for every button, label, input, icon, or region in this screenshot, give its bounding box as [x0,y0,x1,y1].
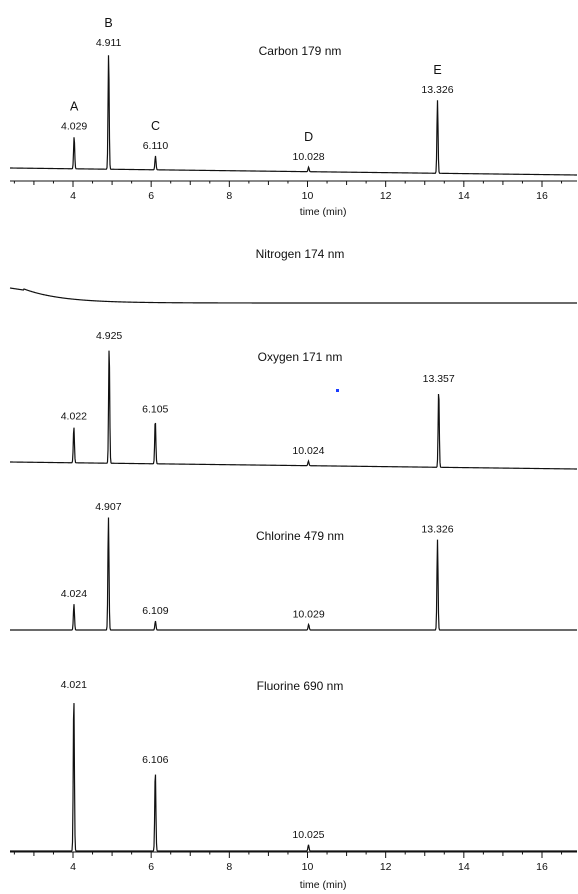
panel-title: Fluorine 690 nm [257,679,344,693]
peak-letter: D [304,130,313,144]
x-tick-label: 14 [458,861,470,873]
peak-label: 13.326 [421,84,453,96]
series-line [10,703,577,852]
peak-label: 10.029 [293,608,325,620]
peak-letter: B [104,16,112,30]
peak-label: 6.105 [142,403,168,415]
peak-letter: E [433,63,441,77]
peak-label: 4.925 [96,330,122,342]
panel-0: Carbon 179 nm 4.029 A 4.911 B 6.110 C 10.028 D 13… [9,16,578,218]
panel-title: Carbon 179 nm [259,44,342,58]
series-line [10,517,577,631]
peak-label: 10.024 [292,445,324,457]
panel-4: Fluorine 690 nm 4.021 6.106 10.025 4 6 8 10 12 14… [10,679,577,891]
peak-label: 4.907 [95,501,121,513]
x-tick-label: 12 [380,861,392,873]
series-line [9,287,577,304]
x-tick-label: 10 [302,861,314,873]
peak-label: 4.022 [61,411,87,423]
panel-title: Chlorine 479 nm [256,529,344,543]
panel-2: Oxygen 171 nm 4.022 4.925 6.105 10.024 13.357 [9,330,578,470]
peak-label: 13.357 [423,373,455,385]
series-line [9,350,578,470]
peak-letter: C [151,119,160,133]
x-tick-label: 16 [536,861,548,873]
x-tick-label: 6 [148,861,154,873]
peak-label: 4.024 [61,588,87,600]
panel-title: Oxygen 171 nm [258,350,343,364]
peak-label: 13.326 [421,524,453,536]
panel-title: Nitrogen 174 nm [256,247,345,261]
peak-label: 4.911 [96,37,122,49]
peak-label: 10.025 [292,829,324,841]
x-tick-label: 8 [226,190,232,202]
peak-label: 6.109 [142,605,168,617]
x-tick-label: 12 [380,190,392,202]
peak-label: 6.110 [143,140,169,152]
x-tick-label: 10 [302,190,314,202]
panel-3: Chlorine 479 nm 4.024 4.907 6.109 10.029 13.3… [10,501,577,631]
blue-dot-marker [336,389,339,392]
peak-label: 4.021 [61,679,87,691]
x-axis-label: time (min) [300,206,347,218]
x-axis-label: time (min) [300,879,347,891]
x-tick-label: 14 [458,190,470,202]
series-line [9,55,578,176]
peak-label: 6.106 [142,754,168,766]
x-tick-label: 4 [70,190,76,202]
peak-label: 4.029 [61,120,87,132]
x-tick-label: 4 [70,861,76,873]
x-tick-label: 16 [536,190,548,202]
panel-1: Nitrogen 174 nm [9,247,577,304]
peak-label: 10.028 [293,151,325,163]
x-tick-label: 8 [226,861,232,873]
peak-letter: A [70,99,79,113]
x-tick-label: 6 [148,190,154,202]
